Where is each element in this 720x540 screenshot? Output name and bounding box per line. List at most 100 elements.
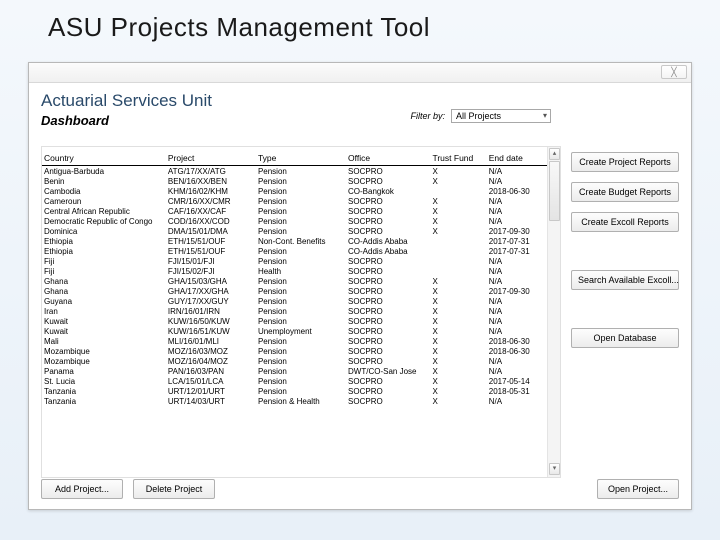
- table-row[interactable]: CamerounCMR/16/XX/CMRPensionSOCPROXN/A: [42, 196, 560, 206]
- table-row[interactable]: GuyanaGUY/17/XX/GUYPensionSOCPROXN/A: [42, 296, 560, 306]
- delete-project-button[interactable]: Delete Project: [133, 479, 215, 499]
- scroll-thumb[interactable]: [549, 161, 560, 221]
- table-cell: Pension: [256, 356, 346, 366]
- table-row[interactable]: FijiFJI/15/01/FJIPensionSOCPRON/A: [42, 256, 560, 266]
- table-cell: St. Lucia: [42, 376, 166, 386]
- table-cell: CO-Addis Ababa: [346, 236, 430, 246]
- table-cell: Pension: [256, 366, 346, 376]
- table-row[interactable]: GhanaGHA/15/03/GHAPensionSOCPROXN/A: [42, 276, 560, 286]
- table-row[interactable]: EthiopiaETH/15/51/OUFPensionCO-Addis Aba…: [42, 246, 560, 256]
- table-cell: X: [430, 286, 486, 296]
- table-row[interactable]: TanzaniaURT/12/01/URTPensionSOCPROX2018-…: [42, 386, 560, 396]
- table-cell: Fiji: [42, 256, 166, 266]
- app-window: ╳ Actuarial Services Unit Dashboard Filt…: [28, 62, 692, 510]
- table-cell: MOZ/16/03/MOZ: [166, 346, 256, 356]
- table-cell: SOCPRO: [346, 256, 430, 266]
- window-content: Actuarial Services Unit Dashboard Filter…: [29, 83, 691, 509]
- open-database-button[interactable]: Open Database: [571, 328, 679, 348]
- table-cell: GUY/17/XX/GUY: [166, 296, 256, 306]
- table-cell: SOCPRO: [346, 386, 430, 396]
- table-cell: [430, 236, 486, 246]
- projects-table[interactable]: CountryProjectTypeOfficeTrust FundEnd da…: [41, 146, 561, 478]
- table-header[interactable]: Trust Fund: [430, 147, 486, 166]
- table-row[interactable]: GhanaGHA/17/XX/GHAPensionSOCPROX2017-09-…: [42, 286, 560, 296]
- table-row[interactable]: TanzaniaURT/14/03/URTPension & HealthSOC…: [42, 396, 560, 406]
- scroll-down-icon[interactable]: ▾: [549, 463, 560, 475]
- table-cell: Pension: [256, 166, 346, 177]
- scroll-up-icon[interactable]: ▴: [549, 148, 560, 160]
- table-cell: Pension: [256, 306, 346, 316]
- table-cell: Iran: [42, 306, 166, 316]
- table-header[interactable]: Type: [256, 147, 346, 166]
- table-row[interactable]: CambodiaKHM/16/02/KHMPensionCO-Bangkok20…: [42, 186, 560, 196]
- open-project-button[interactable]: Open Project...: [597, 479, 679, 499]
- table-cell: Mali: [42, 336, 166, 346]
- table-cell: Pension: [256, 336, 346, 346]
- table-cell: SOCPRO: [346, 286, 430, 296]
- table-row[interactable]: MaliMLI/16/01/MLIPensionSOCPROX2018-06-3…: [42, 336, 560, 346]
- table-cell: X: [430, 376, 486, 386]
- table-cell: X: [430, 396, 486, 406]
- bottom-button-row: Add Project... Delete Project Open Proje…: [41, 479, 679, 499]
- table-cell: KUW/16/50/KUW: [166, 316, 256, 326]
- table-cell: IRN/16/01/IRN: [166, 306, 256, 316]
- create-excoll-reports-button[interactable]: Create Excoll Reports: [571, 212, 679, 232]
- table-row[interactable]: Antigua-BarbudaATG/17/XX/ATGPensionSOCPR…: [42, 166, 560, 177]
- table-cell: Fiji: [42, 266, 166, 276]
- table-cell: SOCPRO: [346, 206, 430, 216]
- table-cell: X: [430, 206, 486, 216]
- table-header[interactable]: Project: [166, 147, 256, 166]
- window-titlebar: ╳: [29, 63, 691, 83]
- table-row[interactable]: MozambiqueMOZ/16/04/MOZPensionSOCPROXN/A: [42, 356, 560, 366]
- table-cell: Central African Republic: [42, 206, 166, 216]
- table-cell: Health: [256, 266, 346, 276]
- table-row[interactable]: St. LuciaLCA/15/01/LCAPensionSOCPROX2017…: [42, 376, 560, 386]
- table-scrollbar[interactable]: ▴ ▾: [547, 147, 560, 477]
- table-row[interactable]: FijiFJI/15/02/FJIHealthSOCPRON/A: [42, 266, 560, 276]
- table-cell: SOCPRO: [346, 296, 430, 306]
- table-row[interactable]: EthiopiaETH/15/51/OUFNon-Cont. BenefitsC…: [42, 236, 560, 246]
- table-cell: X: [430, 306, 486, 316]
- table-cell: Pension: [256, 346, 346, 356]
- filter-label: Filter by:: [410, 111, 445, 121]
- filter-select-value: All Projects: [456, 111, 501, 121]
- table-row[interactable]: KuwaitKUW/16/50/KUWPensionSOCPROXN/A: [42, 316, 560, 326]
- table-cell: X: [430, 346, 486, 356]
- create-project-reports-button[interactable]: Create Project Reports: [571, 152, 679, 172]
- table-cell: KHM/16/02/KHM: [166, 186, 256, 196]
- table-row[interactable]: MozambiqueMOZ/16/03/MOZPensionSOCPROX201…: [42, 346, 560, 356]
- table-cell: [430, 256, 486, 266]
- table-cell: ATG/17/XX/ATG: [166, 166, 256, 177]
- search-excoll-button[interactable]: Search Available Excoll...: [571, 270, 679, 290]
- create-budget-reports-button[interactable]: Create Budget Reports: [571, 182, 679, 202]
- table-cell: URT/14/03/URT: [166, 396, 256, 406]
- table-row[interactable]: BeninBEN/16/XX/BENPensionSOCPROXN/A: [42, 176, 560, 186]
- table-row[interactable]: KuwaitKUW/16/51/KUWUnemploymentSOCPROXN/…: [42, 326, 560, 336]
- table-cell: Mozambique: [42, 356, 166, 366]
- table-cell: Pension: [256, 216, 346, 226]
- table-cell: SOCPRO: [346, 356, 430, 366]
- table-cell: SOCPRO: [346, 316, 430, 326]
- table-cell: X: [430, 336, 486, 346]
- table-cell: [430, 246, 486, 256]
- table-row[interactable]: IranIRN/16/01/IRNPensionSOCPROXN/A: [42, 306, 560, 316]
- table-row[interactable]: PanamaPAN/16/03/PANPensionDWT/CO-San Jos…: [42, 366, 560, 376]
- table-cell: Pension: [256, 296, 346, 306]
- table-cell: X: [430, 316, 486, 326]
- table-cell: Pension: [256, 226, 346, 236]
- close-icon[interactable]: ╳: [661, 65, 687, 79]
- table-row[interactable]: Democratic Republic of CongoCOD/16/XX/CO…: [42, 216, 560, 226]
- table-cell: SOCPRO: [346, 166, 430, 177]
- table-header[interactable]: Office: [346, 147, 430, 166]
- add-project-button[interactable]: Add Project...: [41, 479, 123, 499]
- table-row[interactable]: Central African RepublicCAF/16/XX/CAFPen…: [42, 206, 560, 216]
- filter-select[interactable]: All Projects: [451, 109, 551, 123]
- table-cell: LCA/15/01/LCA: [166, 376, 256, 386]
- table-cell: SOCPRO: [346, 346, 430, 356]
- filter-row: Filter by: All Projects: [410, 109, 551, 123]
- table-cell: Pension: [256, 316, 346, 326]
- table-cell: Pension: [256, 386, 346, 396]
- table-row[interactable]: DominicaDMA/15/01/DMAPensionSOCPROX2017-…: [42, 226, 560, 236]
- table-header[interactable]: Country: [42, 147, 166, 166]
- table-cell: Ethiopia: [42, 246, 166, 256]
